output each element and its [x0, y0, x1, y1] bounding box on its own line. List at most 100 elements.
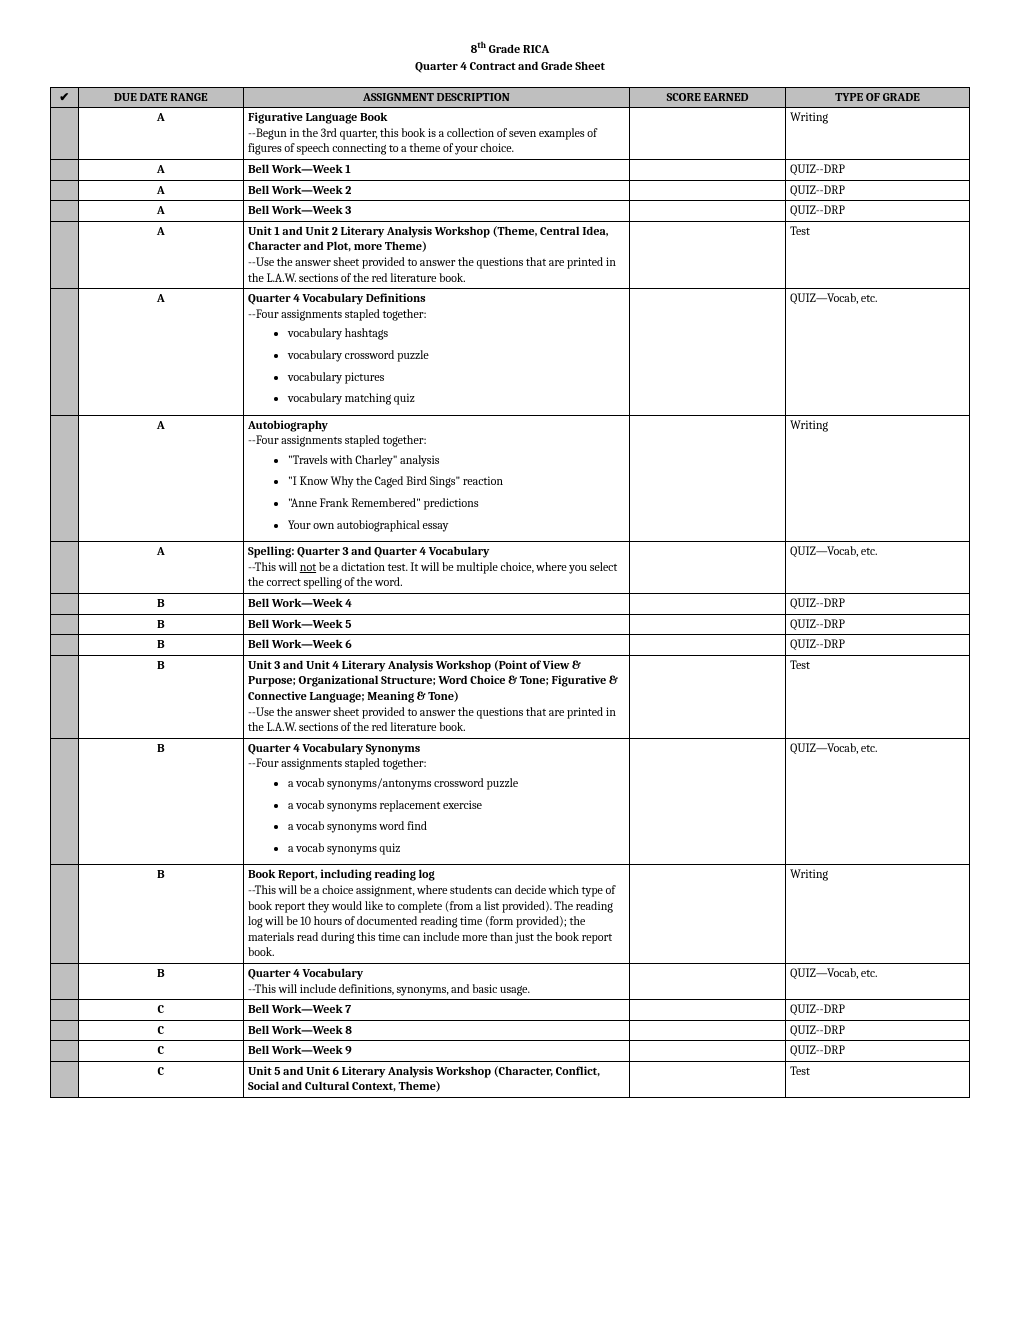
desc-cell: Unit 3 and Unit 4 Literary Analysis Work… [243, 655, 629, 738]
bullet-item: a vocab synonyms quiz [288, 841, 625, 857]
date-cell: A [78, 159, 243, 180]
date-cell: B [78, 594, 243, 615]
table-row: BUnit 3 and Unit 4 Literary Analysis Wor… [51, 655, 970, 738]
score-cell [629, 108, 785, 160]
type-cell: QUIZ--DRP [786, 1041, 970, 1062]
type-cell: QUIZ—Vocab, etc. [786, 738, 970, 865]
bullet-item: "I Know Why the Caged Bird Sings" reacti… [288, 474, 625, 490]
assignment-title: Bell Work—Week 9 [248, 1043, 352, 1057]
score-cell [629, 738, 785, 865]
type-cell: Test [786, 221, 970, 288]
header-line2: Quarter 4 Contract and Grade Sheet [50, 58, 970, 75]
date-cell: A [78, 542, 243, 594]
table-header-row: ✔ DUE DATE RANGE ASSIGNMENT DESCRIPTION … [51, 87, 970, 108]
table-row: ASpelling: Quarter 3 and Quarter 4 Vocab… [51, 542, 970, 594]
check-cell [51, 594, 79, 615]
header-line1-rest: Grade RICA [486, 42, 549, 56]
type-cell: QUIZ--DRP [786, 614, 970, 635]
check-cell [51, 108, 79, 160]
date-cell: B [78, 655, 243, 738]
page-header: 8th Grade RICA Quarter 4 Contract and Gr… [50, 40, 970, 75]
check-cell [51, 963, 79, 999]
assignment-body: --This will be a choice assignment, wher… [248, 883, 615, 959]
bullet-item: "Anne Frank Remembered" predictions [288, 496, 625, 512]
assignment-title: Bell Work—Week 4 [248, 596, 352, 610]
desc-cell: Book Report, including reading log--This… [243, 865, 629, 964]
desc-cell: Bell Work—Week 3 [243, 201, 629, 222]
desc-cell: Autobiography--Four assignments stapled … [243, 415, 629, 542]
table-row: AUnit 1 and Unit 2 Literary Analysis Wor… [51, 221, 970, 288]
type-cell: QUIZ--DRP [786, 1000, 970, 1021]
type-cell: QUIZ--DRP [786, 180, 970, 201]
assignment-title: Unit 1 and Unit 2 Literary Analysis Work… [248, 224, 609, 254]
assignment-title: Autobiography [248, 418, 328, 432]
desc-cell: Bell Work—Week 8 [243, 1020, 629, 1041]
bullet-item: vocabulary hashtags [288, 326, 625, 342]
score-cell [629, 542, 785, 594]
check-cell [51, 201, 79, 222]
table-row: ABell Work—Week 3QUIZ--DRP [51, 201, 970, 222]
desc-cell: Unit 5 and Unit 6 Literary Analysis Work… [243, 1061, 629, 1097]
type-cell: Writing [786, 415, 970, 542]
assignment-title: Unit 3 and Unit 4 Literary Analysis Work… [248, 658, 618, 703]
type-cell: Test [786, 655, 970, 738]
th-score: SCORE EARNED [629, 87, 785, 108]
type-cell: QUIZ--DRP [786, 201, 970, 222]
table-row: AFigurative Language Book--Begun in the … [51, 108, 970, 160]
table-row: ABell Work—Week 1QUIZ--DRP [51, 159, 970, 180]
desc-cell: Bell Work—Week 1 [243, 159, 629, 180]
check-cell [51, 738, 79, 865]
desc-cell: Figurative Language Book--Begun in the 3… [243, 108, 629, 160]
type-cell: QUIZ—Vocab, etc. [786, 963, 970, 999]
date-cell: C [78, 1061, 243, 1097]
assignment-title: Bell Work—Week 8 [248, 1023, 352, 1037]
table-row: BBell Work—Week 6QUIZ--DRP [51, 635, 970, 656]
desc-cell: Bell Work—Week 5 [243, 614, 629, 635]
score-cell [629, 289, 785, 416]
check-cell [51, 1061, 79, 1097]
score-cell [629, 865, 785, 964]
table-row: BQuarter 4 Vocabulary Synonyms--Four ass… [51, 738, 970, 865]
type-cell: Test [786, 1061, 970, 1097]
date-cell: A [78, 108, 243, 160]
check-cell [51, 1020, 79, 1041]
table-row: CBell Work—Week 7QUIZ--DRP [51, 1000, 970, 1021]
score-cell [629, 159, 785, 180]
desc-cell: Unit 1 and Unit 2 Literary Analysis Work… [243, 221, 629, 288]
bullet-item: a vocab synonyms replacement exercise [288, 798, 625, 814]
table-row: BBell Work—Week 5QUIZ--DRP [51, 614, 970, 635]
bullet-item: vocabulary crossword puzzle [288, 348, 625, 364]
score-cell [629, 614, 785, 635]
th-desc: ASSIGNMENT DESCRIPTION [243, 87, 629, 108]
type-cell: QUIZ--DRP [786, 1020, 970, 1041]
type-cell: Writing [786, 108, 970, 160]
type-cell: Writing [786, 865, 970, 964]
date-cell: A [78, 180, 243, 201]
score-cell [629, 963, 785, 999]
check-cell [51, 542, 79, 594]
superscript: rd [326, 126, 337, 140]
assignment-body: --Use the answer sheet provided to answe… [248, 255, 616, 285]
date-cell: C [78, 1020, 243, 1041]
assignment-title: Quarter 4 Vocabulary Synonyms [248, 741, 420, 755]
type-cell: QUIZ--DRP [786, 594, 970, 615]
desc-cell: Quarter 4 Vocabulary Definitions--Four a… [243, 289, 629, 416]
desc-cell: Bell Work—Week 6 [243, 635, 629, 656]
check-cell [51, 635, 79, 656]
desc-cell: Bell Work—Week 7 [243, 1000, 629, 1021]
date-cell: B [78, 963, 243, 999]
check-cell [51, 159, 79, 180]
check-cell [51, 1000, 79, 1021]
assignment-title: Quarter 4 Vocabulary Definitions [248, 291, 426, 305]
assignment-title: Figurative Language Book [248, 110, 387, 124]
score-cell [629, 1000, 785, 1021]
check-cell [51, 180, 79, 201]
table-row: AAutobiography--Four assignments stapled… [51, 415, 970, 542]
check-cell [51, 221, 79, 288]
table-row: BBook Report, including reading log--Thi… [51, 865, 970, 964]
assignment-title: Bell Work—Week 1 [248, 162, 351, 176]
assignment-title: Bell Work—Week 5 [248, 617, 352, 631]
score-cell [629, 1020, 785, 1041]
score-cell [629, 1041, 785, 1062]
check-cell [51, 865, 79, 964]
